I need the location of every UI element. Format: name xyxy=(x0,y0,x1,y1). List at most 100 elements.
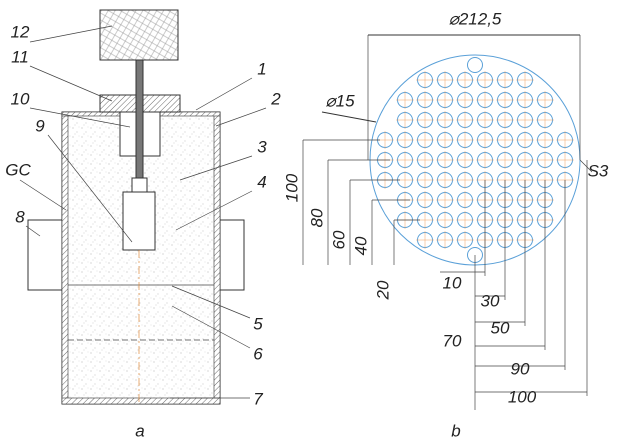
sample xyxy=(122,191,156,251)
hole-axis xyxy=(436,171,454,189)
hole-axis xyxy=(496,131,514,149)
dim-label: 60 xyxy=(329,230,348,249)
leader-line xyxy=(19,179,67,211)
dim-label: 80 xyxy=(307,208,326,227)
assembly xyxy=(27,9,245,405)
hole-axis xyxy=(456,171,474,189)
part-label: 12 xyxy=(11,22,30,41)
part-label: 1 xyxy=(257,59,266,78)
leader-line xyxy=(195,77,253,111)
leader-line xyxy=(215,107,267,127)
hole-axis xyxy=(416,131,434,149)
hole-axis xyxy=(436,211,454,229)
hole-axis xyxy=(476,71,494,89)
hole-axis xyxy=(416,191,434,209)
leader-line xyxy=(171,285,251,319)
section-label: S3 xyxy=(588,161,609,180)
hole-axis xyxy=(476,111,494,129)
hole-axis xyxy=(456,111,474,129)
hole-axis xyxy=(496,71,514,89)
hole-axis xyxy=(436,91,454,109)
hole-axis xyxy=(516,111,534,129)
hole-axis xyxy=(456,151,474,169)
hole-axis xyxy=(516,71,534,89)
dim-label: 40 xyxy=(351,236,370,255)
hole-axis xyxy=(476,131,494,149)
hole-axis xyxy=(396,111,414,129)
leader-line xyxy=(175,190,253,231)
part-label: 10 xyxy=(11,89,30,108)
dim-label: 30 xyxy=(481,291,500,310)
part-label: 6 xyxy=(253,344,263,363)
hole-axis xyxy=(416,231,434,249)
hole-axis xyxy=(456,231,474,249)
hole-axis xyxy=(536,91,554,109)
hole-axis xyxy=(516,131,534,149)
part-label: 7 xyxy=(253,389,263,408)
dim-label: 100 xyxy=(508,387,537,406)
hole-axis xyxy=(456,211,474,229)
hole-axis xyxy=(436,131,454,149)
hole-axis xyxy=(476,91,494,109)
part-label: 5 xyxy=(253,314,263,333)
side-box xyxy=(219,219,245,291)
diameter-label: ⌀212,5 xyxy=(449,9,502,28)
side-box xyxy=(27,219,65,291)
hole-axis xyxy=(536,111,554,129)
hole xyxy=(467,57,483,73)
hole-axis xyxy=(496,91,514,109)
dim-label: 50 xyxy=(491,318,510,337)
leader-line xyxy=(29,25,113,43)
leader-line xyxy=(29,107,131,128)
part-label: GC xyxy=(5,160,31,179)
hole-axis xyxy=(436,151,454,169)
leader-line xyxy=(47,134,133,243)
hole-axis xyxy=(536,131,554,149)
hole-axis xyxy=(416,111,434,129)
part-label: 3 xyxy=(257,137,267,156)
dim-label: 10 xyxy=(443,273,462,292)
leader-line xyxy=(29,65,113,102)
hole-axis xyxy=(556,151,574,169)
hole-axis xyxy=(436,111,454,129)
hole-axis xyxy=(396,131,414,149)
hole-axis xyxy=(416,171,434,189)
hole-axis xyxy=(436,231,454,249)
hole-axis xyxy=(396,151,414,169)
hole-label: ⌀15 xyxy=(325,91,355,110)
dim-label: 20 xyxy=(373,280,392,300)
leader-line xyxy=(179,155,253,181)
hole-axis xyxy=(456,191,474,209)
hole-axis xyxy=(496,111,514,129)
rod xyxy=(135,59,144,181)
hole-axis xyxy=(416,71,434,89)
hole-axis xyxy=(536,151,554,169)
hole-axis xyxy=(516,91,534,109)
leader-line xyxy=(25,225,41,237)
leader-line xyxy=(171,305,251,349)
part-label: 2 xyxy=(270,89,281,108)
part-label: 8 xyxy=(15,207,25,226)
part-label: 11 xyxy=(11,47,29,66)
part-label: 4 xyxy=(257,172,266,191)
dim-label: 90 xyxy=(511,359,530,378)
hole-axis xyxy=(436,191,454,209)
dim-label: 100 xyxy=(282,173,301,202)
hole-axis xyxy=(456,71,474,89)
caption: a xyxy=(135,421,144,440)
hole-axis xyxy=(436,71,454,89)
hole-axis xyxy=(556,131,574,149)
dim-label: 70 xyxy=(443,331,462,350)
hole-axis xyxy=(396,91,414,109)
hole-axis xyxy=(456,91,474,109)
hole-axis xyxy=(516,151,534,169)
hole-axis xyxy=(416,151,434,169)
weight xyxy=(99,9,179,61)
caption: b xyxy=(451,421,460,440)
part-label: 9 xyxy=(35,116,45,135)
hole-axis xyxy=(416,91,434,109)
hole-axis xyxy=(476,151,494,169)
hole-axis xyxy=(456,131,474,149)
hole-axis xyxy=(496,151,514,169)
